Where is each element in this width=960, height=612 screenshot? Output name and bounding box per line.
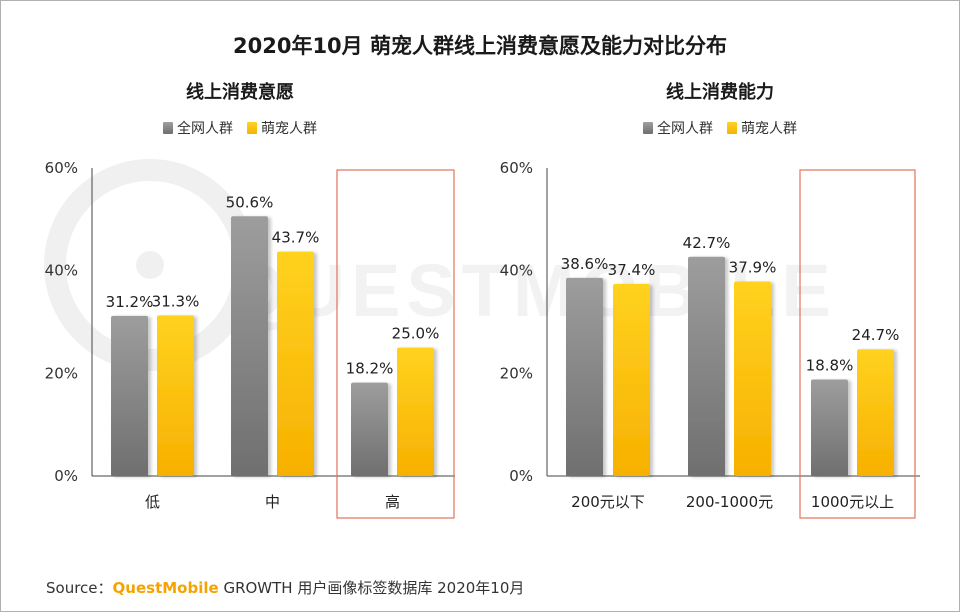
- bar-value-label: 18.2%: [346, 360, 394, 378]
- bar-chart-ability: 0% 20% 40% 60% 38.6% 37.4% 200元以下 42.7% 37.9% 200…: [500, 159, 920, 519]
- bar-value-label: 43.7%: [272, 229, 320, 247]
- bar-pet-1: [277, 251, 314, 476]
- chart-title: 线上消费意愿: [186, 82, 294, 103]
- bar-value-label: 31.2%: [106, 293, 154, 311]
- source-note: Source：QuestMobile GROWTH 用户画像标签数据库 2020…: [46, 577, 524, 598]
- bar-pet-2: [397, 347, 434, 476]
- bar-chart-willingness: 0% 20% 40% 60% 31.2%31.3% 低 50.6% 43.7% 中 18.2% 25…: [45, 159, 455, 519]
- bar-value-label: 25.0%: [392, 325, 440, 343]
- bar-all-2: [811, 379, 848, 476]
- legend: 全网人群 萌宠人群: [480, 118, 960, 138]
- bar-pet-0: [157, 315, 194, 476]
- main-title: 2020年10月 萌宠人群线上消费意愿及能力对比分布: [233, 34, 727, 58]
- legend-item-all: 全网人群: [163, 118, 233, 138]
- y-tick-label: 40%: [45, 262, 78, 280]
- x-tick-label: 中: [265, 493, 280, 511]
- bar-value-label: 50.6%: [226, 193, 274, 211]
- bar-all-0: [111, 315, 148, 476]
- bar-all-2: [351, 382, 388, 476]
- y-tick-label: 40%: [500, 262, 533, 280]
- y-tick-label: 20%: [500, 364, 533, 382]
- legend-swatch-all: [643, 122, 653, 134]
- chart-panel-ability: 线上消费能力 全网人群 萌宠人群 0% 20% 40% 60% 38.6% 37.4% 20…: [480, 0, 960, 612]
- x-tick-label: 200元以下: [571, 493, 645, 511]
- x-tick-label: 1000元以上: [811, 493, 894, 511]
- bar-value-label: 24.7%: [852, 326, 900, 344]
- highlight-box: [799, 169, 916, 519]
- bar-value-label: 31.3%: [152, 292, 200, 310]
- chart-title: 线上消费能力: [666, 82, 774, 103]
- source-rest: GROWTH 用户画像标签数据库 2020年10月: [223, 579, 525, 597]
- legend-label-all: 全网人群: [657, 121, 713, 137]
- x-tick-label: 200-1000元: [686, 493, 773, 511]
- bar-value-label: 37.4%: [608, 261, 656, 279]
- legend-label-all: 全网人群: [177, 121, 233, 137]
- x-tick-label: 高: [385, 493, 400, 511]
- bar-all-1: [688, 256, 725, 476]
- legend-item-all: 全网人群: [643, 118, 713, 138]
- bar-all-1: [231, 216, 268, 476]
- legend-swatch-pet: [727, 122, 737, 134]
- bar-pet-0: [613, 284, 650, 476]
- legend-swatch-all: [163, 122, 173, 134]
- legend-swatch-pet: [247, 122, 257, 134]
- source-prefix: Source：: [46, 579, 113, 597]
- bar-value-label: 37.9%: [729, 258, 777, 276]
- bar-all-0: [566, 277, 603, 476]
- bar-pet-2: [857, 349, 894, 476]
- y-tick-label: 60%: [500, 159, 533, 177]
- legend-item-pet: 萌宠人群: [247, 118, 317, 138]
- legend: 全网人群 萌宠人群: [0, 118, 480, 138]
- y-tick-label: 0%: [54, 467, 78, 485]
- y-tick-label: 0%: [509, 467, 533, 485]
- bar-pet-1: [734, 281, 771, 476]
- legend-item-pet: 萌宠人群: [727, 118, 797, 138]
- y-tick-label: 20%: [45, 364, 78, 382]
- bar-value-label: 38.6%: [561, 255, 609, 273]
- source-brand: QuestMobile: [112, 579, 219, 597]
- chart-panel-willingness: 线上消费意愿 全网人群 萌宠人群 0% 20% 40% 60% 31.2% 31.3% 低 5…: [0, 82, 480, 519]
- bar-value-label: 42.7%: [683, 234, 731, 252]
- x-tick-label: 低: [145, 493, 160, 511]
- y-tick-label: 60%: [45, 159, 78, 177]
- legend-label-pet: 萌宠人群: [261, 121, 317, 137]
- highlight-box: [336, 169, 455, 519]
- legend-label-pet: 萌宠人群: [741, 121, 797, 137]
- bar-value-label: 18.8%: [806, 356, 854, 374]
